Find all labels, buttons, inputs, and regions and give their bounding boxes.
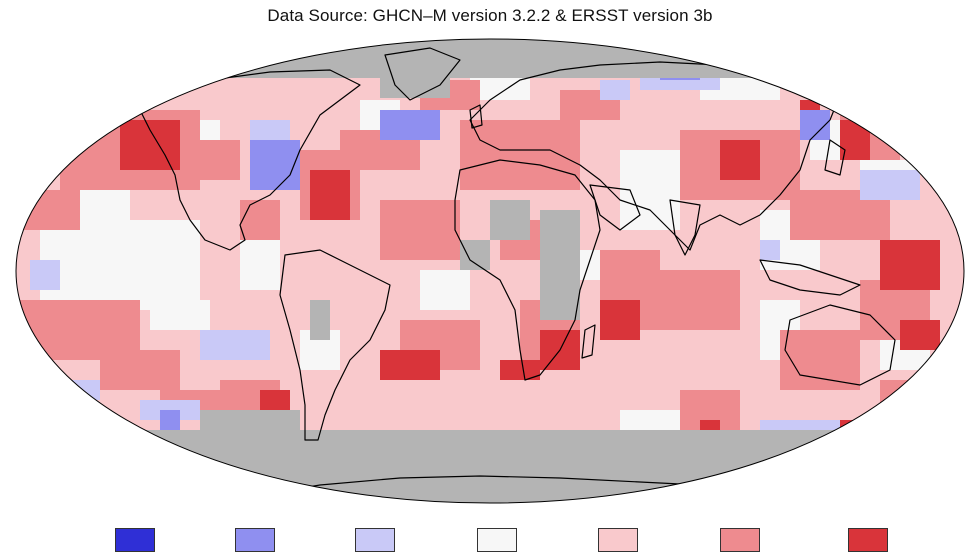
globe-outline [15, 38, 965, 504]
color-legend [0, 528, 980, 552]
greenland-coast [384, 47, 461, 101]
legend-swatch-near-average [477, 528, 517, 552]
australia-coast [784, 304, 896, 386]
japan-coast [824, 139, 846, 176]
legend-swatch-slightly-warmer [598, 528, 638, 552]
legend-swatch-slightly-cooler [355, 528, 395, 552]
map-title: Data Source: GHCN–M version 3.2.2 & ERSS… [267, 6, 713, 25]
uk-coast [469, 104, 483, 129]
indonesia-coast [759, 259, 861, 296]
eurasia-coast [469, 61, 841, 251]
madagascar-coast [581, 324, 596, 359]
arabia-coast [589, 184, 641, 231]
south-america-coast [279, 249, 391, 441]
legend-swatch-much-cooler [115, 528, 155, 552]
legend-swatch-warmer [720, 528, 760, 552]
north-america-coast [139, 69, 361, 251]
india-coast [669, 199, 701, 256]
legend-swatch-cooler [235, 528, 275, 552]
legend-swatch-much-warmer [848, 528, 888, 552]
anomaly-grid [16, 39, 964, 503]
new-zealand-coast [904, 384, 926, 411]
africa-coast [454, 159, 601, 381]
